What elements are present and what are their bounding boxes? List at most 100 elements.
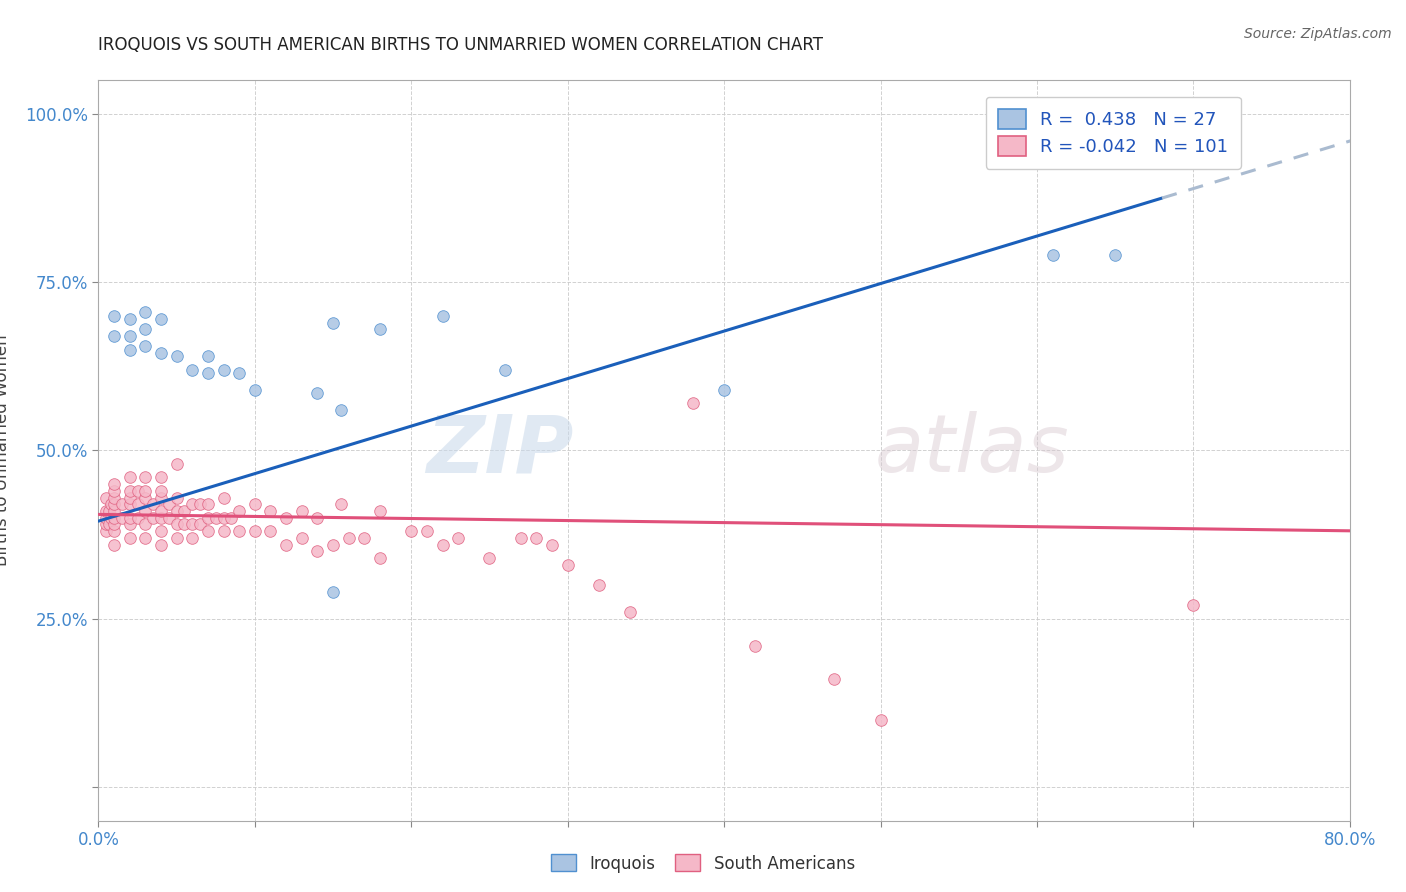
Point <box>166 531 188 545</box>
Point <box>212 491 235 505</box>
Point <box>494 362 516 376</box>
Point <box>127 483 149 498</box>
Point <box>368 322 391 336</box>
Point <box>329 497 352 511</box>
Point <box>221 510 243 524</box>
Point <box>166 491 188 505</box>
Point <box>111 497 134 511</box>
Point <box>150 483 173 498</box>
Point <box>118 531 141 545</box>
Point <box>150 312 173 326</box>
Point <box>96 517 118 532</box>
Point <box>98 504 121 518</box>
Point <box>682 396 704 410</box>
Point <box>103 491 125 505</box>
Point <box>103 524 125 539</box>
Point <box>166 504 188 518</box>
Point <box>401 524 423 539</box>
Legend: R =  0.438   N = 27, R = -0.042   N = 101: R = 0.438 N = 27, R = -0.042 N = 101 <box>986 96 1240 169</box>
Point <box>337 531 360 545</box>
Text: ZIP: ZIP <box>426 411 574 490</box>
Point <box>526 531 548 545</box>
Point <box>157 497 180 511</box>
Point <box>173 517 195 532</box>
Point <box>118 470 141 484</box>
Point <box>134 305 156 319</box>
Point <box>150 504 173 518</box>
Point <box>307 386 329 401</box>
Point <box>103 477 125 491</box>
Point <box>478 551 501 566</box>
Point <box>98 517 121 532</box>
Point <box>353 531 375 545</box>
Point <box>1104 248 1126 262</box>
Point <box>134 322 156 336</box>
Point <box>212 362 235 376</box>
Point <box>228 366 250 380</box>
Text: Source: ZipAtlas.com: Source: ZipAtlas.com <box>1244 27 1392 41</box>
Point <box>103 510 125 524</box>
Point <box>134 483 156 498</box>
Point <box>103 309 125 323</box>
Point <box>228 524 250 539</box>
Point <box>228 504 250 518</box>
Point <box>150 470 173 484</box>
Point <box>181 497 204 511</box>
Point <box>243 383 266 397</box>
Point <box>103 538 125 552</box>
Point <box>100 510 122 524</box>
Point <box>188 517 211 532</box>
Point <box>322 584 344 599</box>
Point <box>243 524 266 539</box>
Point <box>197 349 219 363</box>
Point <box>869 713 891 727</box>
Point <box>509 531 531 545</box>
Point <box>188 497 211 511</box>
Point <box>243 497 266 511</box>
Point <box>173 504 195 518</box>
Point <box>150 346 173 360</box>
Point <box>197 510 219 524</box>
Point <box>212 524 235 539</box>
Point <box>118 312 141 326</box>
Point <box>291 504 314 518</box>
Legend: Iroquois, South Americans: Iroquois, South Americans <box>544 847 862 880</box>
Point <box>142 510 165 524</box>
Point <box>1182 599 1205 613</box>
Point <box>557 558 579 572</box>
Point <box>150 510 173 524</box>
Point <box>274 538 298 552</box>
Point <box>447 531 470 545</box>
Point <box>541 538 564 552</box>
Point <box>96 524 118 539</box>
Point <box>329 403 352 417</box>
Point <box>157 510 180 524</box>
Point <box>96 491 118 505</box>
Point <box>291 531 314 545</box>
Point <box>150 524 173 539</box>
Point <box>368 504 391 518</box>
Point <box>127 497 149 511</box>
Point <box>150 538 173 552</box>
Point <box>134 531 156 545</box>
Point <box>103 504 125 518</box>
Point <box>166 349 188 363</box>
Point <box>134 339 156 353</box>
Point <box>1042 248 1064 262</box>
Point <box>103 517 125 532</box>
Point <box>118 497 141 511</box>
Point <box>118 483 141 498</box>
Point <box>103 497 125 511</box>
Y-axis label: Births to Unmarried Women: Births to Unmarried Women <box>0 334 11 566</box>
Point <box>134 517 156 532</box>
Point <box>823 673 845 687</box>
Point <box>259 504 281 518</box>
Point <box>150 491 173 505</box>
Point <box>103 329 125 343</box>
Point <box>212 510 235 524</box>
Point <box>274 510 298 524</box>
Point <box>204 510 226 524</box>
Point <box>744 639 766 653</box>
Text: atlas: atlas <box>875 411 1069 490</box>
Point <box>134 504 156 518</box>
